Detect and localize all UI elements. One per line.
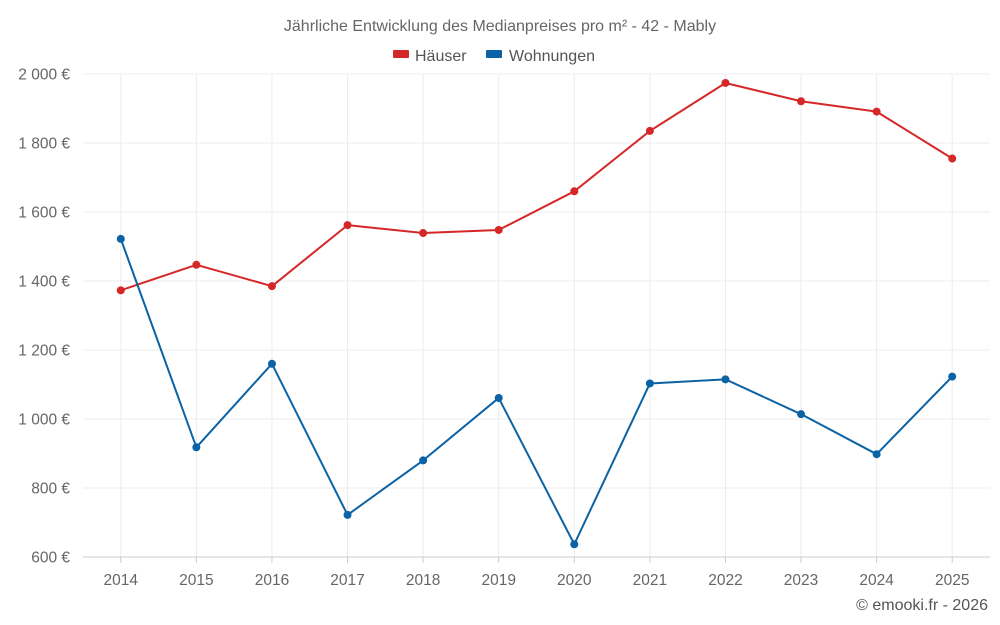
data-point-wohnungen[interactable] [872,450,881,459]
series-points [116,78,957,549]
y-tick-label: 600 € [31,550,70,567]
x-tick-label: 2018 [406,572,440,589]
x-tick-label: 2020 [557,572,592,589]
data-point-wohnungen[interactable] [570,540,579,549]
legend-label-haeuser[interactable]: Häuser [415,48,467,65]
y-tick-label: 1 800 € [18,136,70,153]
y-tick-label: 1 600 € [18,205,70,222]
y-tick-label: 1 200 € [18,343,70,360]
legend-label-wohnungen[interactable]: Wohnungen [509,48,595,65]
data-point-wohnungen[interactable] [948,372,957,381]
x-axis-ticks: 2014 2015 2016 2017 2018 2019 2020 2021 2022 2023… [83,556,990,589]
x-tick-label: 2017 [330,572,364,589]
x-tick-label: 2021 [633,572,667,589]
data-point-haeuser[interactable] [116,286,125,295]
chart-legend: Häuser Wohnungen [393,48,595,65]
data-point-wohnungen[interactable] [645,379,654,388]
data-point-wohnungen[interactable] [494,393,503,402]
data-point-wohnungen[interactable] [267,359,276,368]
y-tick-label: 800 € [31,481,70,498]
y-axis-ticks: 600 € 800 € 1 000 € 1 200 € 1 400 € 1 600 € 1 … [18,67,70,567]
y-tick-label: 2 000 € [18,67,70,84]
data-point-wohnungen[interactable] [797,410,806,419]
credit-text: © emooki.fr - 2026 [856,597,988,614]
data-point-haeuser[interactable] [570,187,579,196]
y-tick-label: 1 000 € [18,412,70,429]
data-point-haeuser[interactable] [948,154,957,163]
data-point-haeuser[interactable] [192,260,201,269]
data-point-wohnungen[interactable] [116,234,125,243]
x-tick-label: 2023 [784,572,818,589]
series-line-wohnungen[interactable] [119,238,953,546]
data-point-haeuser[interactable] [797,97,806,106]
data-point-haeuser[interactable] [343,221,352,230]
data-point-wohnungen[interactable] [419,456,428,465]
chart-title: Jährliche Entwicklung des Medianpreises … [284,18,716,35]
series-lines [119,81,953,546]
x-tick-label: 2014 [104,572,139,589]
data-point-haeuser[interactable] [267,282,276,291]
x-tick-label: 2015 [179,572,213,589]
data-point-haeuser[interactable] [721,78,730,87]
data-point-haeuser[interactable] [872,107,881,116]
data-point-haeuser[interactable] [645,126,654,135]
grid-lines [83,73,990,558]
data-point-wohnungen[interactable] [343,510,352,519]
data-point-haeuser[interactable] [419,229,428,238]
data-point-wohnungen[interactable] [192,443,201,452]
data-point-wohnungen[interactable] [721,375,730,384]
x-tick-label: 2025 [935,572,969,589]
legend-swatch-wohnungen[interactable] [486,50,502,58]
y-tick-label: 1 400 € [18,274,70,291]
data-point-haeuser[interactable] [494,225,503,234]
x-tick-label: 2019 [481,572,515,589]
series-line-haeuser[interactable] [120,81,953,292]
x-tick-label: 2022 [708,572,742,589]
x-tick-label: 2016 [255,572,289,589]
legend-swatch-haeuser[interactable] [393,50,409,58]
x-tick-label: 2024 [859,572,894,589]
